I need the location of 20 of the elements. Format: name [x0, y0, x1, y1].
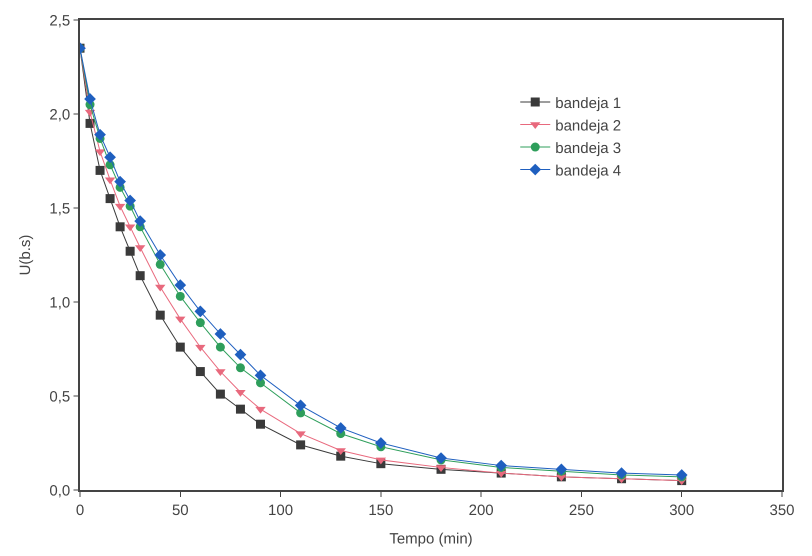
y-tick-label: 2,5: [49, 12, 70, 30]
y-axis-title: U(b.s): [17, 234, 34, 276]
y-tick-label: 1,0: [49, 294, 70, 312]
x-tick-label: 350: [769, 502, 795, 519]
legend-label: bandeja 1: [555, 94, 622, 112]
y-tick-label: 1,5: [49, 200, 70, 218]
y-tick-label: 0,5: [49, 388, 70, 406]
legend-label: bandeja 3: [555, 140, 622, 157]
x-tick-label: 300: [669, 502, 694, 519]
x-tick-label: 100: [268, 502, 294, 519]
y-tick-label: 2,0: [49, 106, 70, 124]
x-tick-label: 50: [172, 502, 189, 519]
legend-label: bandeja 2: [555, 117, 622, 134]
x-tick-label: 0: [76, 502, 84, 519]
x-tick-label: 200: [468, 502, 494, 519]
x-axis-title: Tempo (min): [389, 530, 473, 548]
x-tick-label: 150: [368, 502, 394, 519]
x-tick-label: 250: [568, 502, 594, 519]
y-tick-label: 0,0: [49, 482, 70, 500]
legend-label: bandeja 4: [555, 162, 622, 180]
